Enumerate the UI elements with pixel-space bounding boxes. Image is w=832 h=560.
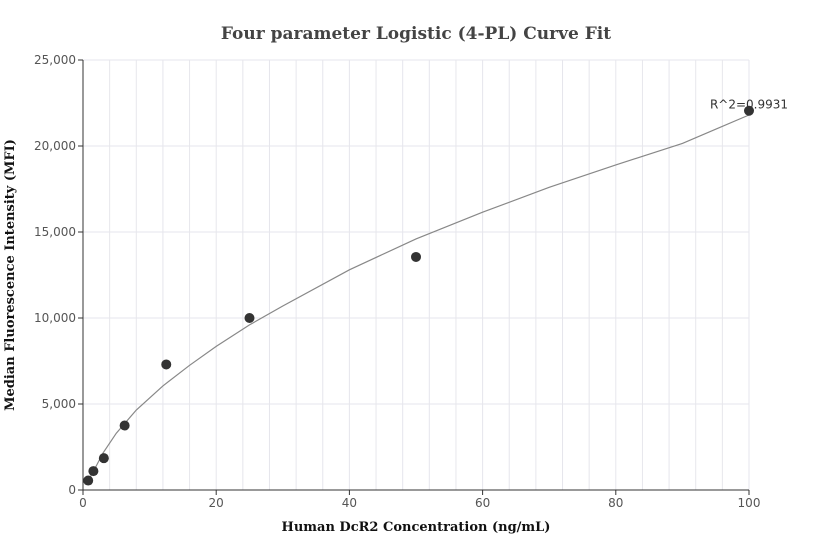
- data-point: [244, 313, 255, 323]
- data-point: [411, 251, 421, 262]
- grid-layer: [82, 59, 750, 490]
- x-tick-label: 100: [738, 496, 761, 510]
- data-point: [83, 475, 94, 486]
- y-tick-label: 0: [68, 483, 76, 497]
- fit-curve-layer: [89, 114, 750, 479]
- data-point: [744, 105, 754, 116]
- data-point: [88, 466, 99, 477]
- x-tick-label: 0: [79, 496, 87, 510]
- r-squared-annotation: R^2=0.9931: [710, 98, 788, 112]
- y-tick-label: 20,000: [34, 139, 76, 153]
- data-point: [161, 359, 172, 370]
- y-tick-label: 5,000: [42, 397, 76, 411]
- y-axis-title: Median Fluorescence Intensity (MFI): [3, 139, 18, 411]
- data-point: [98, 453, 109, 464]
- x-axis-title: Human DcR2 Concentration (ng/mL): [282, 520, 551, 535]
- chart-title: Four parameter Logistic (4-PL) Curve Fit: [221, 24, 611, 44]
- y-tick-label: 10,000: [34, 311, 76, 325]
- y-tick-label: 15,000: [34, 225, 76, 239]
- axis-layer: 0 5,000 10,000 15,000 20,000 25,000 0 20 40 60 80 1…: [34, 53, 760, 510]
- x-tick-label: 80: [608, 496, 623, 510]
- y-tick-label: 25,000: [34, 53, 76, 67]
- x-tick-label: 60: [475, 496, 490, 510]
- x-tick-label: 40: [342, 496, 357, 510]
- data-points-layer: [83, 105, 754, 486]
- fit-curve: [89, 114, 750, 479]
- data-point: [119, 420, 130, 431]
- x-tick-label: 20: [209, 496, 224, 510]
